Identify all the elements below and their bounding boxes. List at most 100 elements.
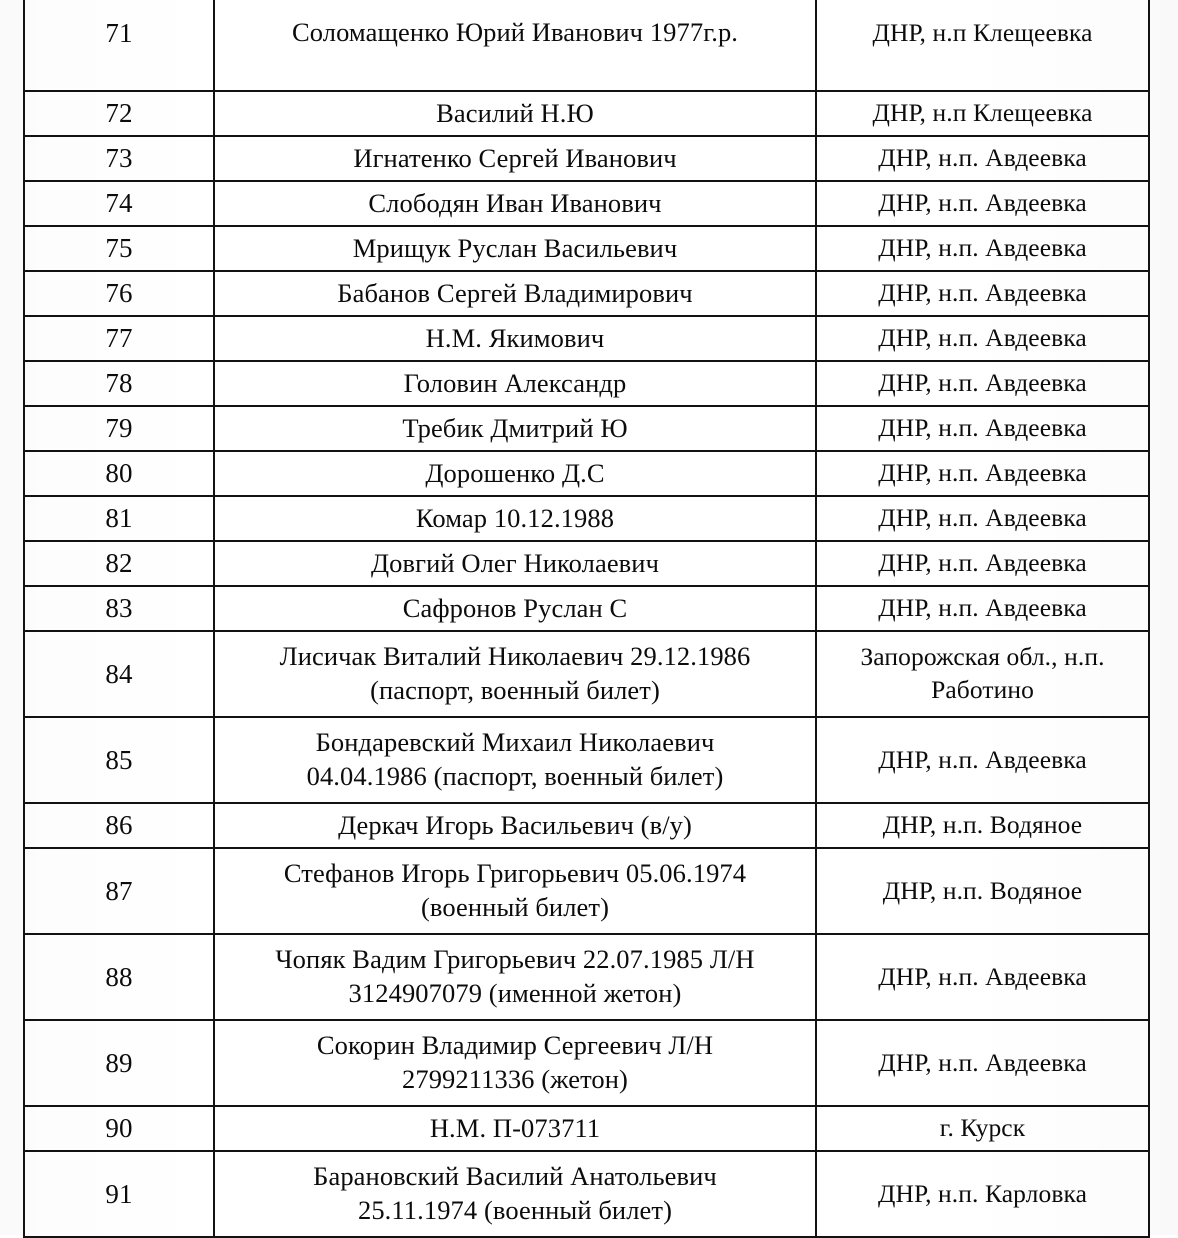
table-row: 73 Игнатенко Сергей Иванович ДНР, н.п. Авд… [23, 135, 1150, 182]
row-number-cell: 79 [23, 405, 215, 452]
row-place-cell: Запорожская обл., н.п. Работино [815, 630, 1150, 718]
row-name-line: 25.11.1974 (военный билет) [357, 1195, 672, 1225]
row-name-cell: Довгий Олег Николаевич [213, 540, 817, 587]
row-place-line: ДНР, н.п. Авдеевка [878, 323, 1087, 353]
row-name-cell: Чопяк Вадим Григорьевич 22.07.1985 Л/Н 31… [213, 933, 817, 1021]
row-place-cell: ДНР, н.п. Авдеевка [815, 405, 1150, 452]
row-number-cell: 74 [23, 180, 215, 227]
row-place-line: ДНР, н.п. Карловка [877, 1178, 1087, 1208]
row-name-cell: Н.М. П-073711 [213, 1105, 817, 1152]
row-name-cell: Головин Александр [213, 360, 817, 407]
row-name-line: Стефанов Игорь Григорьевич 05.06.1974 [283, 858, 747, 889]
row-name-line: (военный билет) [420, 892, 610, 922]
row-place-line: ДНР, н.п. Авдеевка [878, 548, 1087, 578]
row-name-cell: Сафронов Руслан С [213, 585, 817, 632]
row-name-line: Сокорин Владимир Сергеевич Л/Н [316, 1030, 714, 1061]
row-place-line: ДНР, н.п. Водяное [882, 810, 1083, 840]
row-place-cell: ДНР, н.п. Авдеевка [815, 360, 1150, 407]
row-number-cell: 82 [23, 540, 215, 587]
row-name-line: Соломащенко Юрий Иванович 1977г.р. [291, 17, 739, 48]
row-place-cell: ДНР, н.п Клещеевка [815, 90, 1150, 137]
table-row: 76 Бабанов Сергей Владимирович ДНР, н.п. А… [23, 270, 1150, 317]
row-place-line: ДНР, н.п Клещеевка [872, 98, 1093, 128]
row-place-cell: ДНР, н.п. Авдеевка [815, 933, 1150, 1021]
row-name-line: Барановский Василий Анатольевич [313, 1161, 717, 1192]
row-name-line: Головин Александр [403, 367, 627, 398]
row-place-cell: ДНР, н.п. Авдеевка [815, 495, 1150, 542]
row-number-cell: 75 [23, 225, 215, 272]
row-name-line: 2799211336 (жетон) [402, 1064, 628, 1094]
row-place-cell: ДНР, н.п. Водяное [815, 802, 1150, 849]
row-name-cell: Василий Н.Ю [213, 90, 817, 137]
row-place-cell: ДНР, н.п. Авдеевка [815, 585, 1150, 632]
row-place-line: ДНР, н.п. Водяное [882, 875, 1083, 905]
row-name-cell: Слободян Иван Иванович [213, 180, 817, 227]
row-number-cell: 76 [23, 270, 215, 317]
table-row: 84 Лисичак Виталий Николаевич 29.12.1986(… [23, 630, 1150, 718]
row-place-line: ДНР, н.п. Авдеевка [878, 458, 1087, 488]
row-place-line: г. Курск [939, 1113, 1026, 1143]
row-place-line: ДНР, н.п. Авдеевка [878, 413, 1087, 443]
row-number-cell: 87 [23, 847, 215, 935]
row-place-cell: ДНР, н.п. Водяное [815, 847, 1150, 935]
row-name-cell: Соломащенко Юрий Иванович 1977г.р. [213, 0, 817, 92]
row-name-line: Василий Н.Ю [436, 97, 594, 128]
row-number-cell: 73 [23, 135, 215, 182]
table-row: 77 Н.М. Якимович ДНР, н.п. Авдеевка [23, 315, 1150, 362]
row-number-cell: 86 [23, 802, 215, 849]
row-place-cell: ДНР, н.п. Авдеевка [815, 225, 1150, 272]
table-row: 85 Бондаревский Михаил Николаевич 04.04.19… [23, 716, 1150, 804]
row-place-cell: ДНР, н.п. Авдеевка [815, 135, 1150, 182]
row-number-cell: 89 [23, 1019, 215, 1107]
table-row: 88 Чопяк Вадим Григорьевич 22.07.1985 Л/Н… [23, 933, 1150, 1021]
row-place-line: ДНР, н.п. Авдеевка [878, 961, 1087, 991]
row-name-cell: Комар 10.12.1988 [213, 495, 817, 542]
row-number-cell: 80 [23, 450, 215, 497]
table-row: 82 Довгий Олег Николаевич ДНР, н.п. Авдеев… [23, 540, 1150, 587]
row-number-cell: 90 [23, 1105, 215, 1152]
row-name-line: Чопяк Вадим Григорьевич 22.07.1985 Л/Н [275, 944, 755, 975]
table-row: 91 Барановский Василий Анатольевич 25.11.1… [23, 1150, 1150, 1238]
table-row: 79 Требик Дмитрий Ю ДНР, н.п. Авдеевка [23, 405, 1150, 452]
row-place-cell: ДНР, н.п Клещеевка [815, 0, 1150, 92]
row-number-cell: 72 [23, 90, 215, 137]
table-row: 90 Н.М. П-073711 г. Курск [23, 1105, 1150, 1152]
row-place-line: ДНР, н.п Клещеевка [872, 17, 1093, 47]
row-place-line: ДНР, н.п. Авдеевка [878, 744, 1087, 774]
table-row: 72 Василий Н.Ю ДНР, н.п Клещеевка [23, 90, 1150, 137]
row-name-cell: Сокорин Владимир Сергеевич Л/Н 2799211336… [213, 1019, 817, 1107]
row-name-line: Деркач Игорь Васильевич (в/у) [338, 809, 692, 840]
row-place-line: ДНР, н.п. Авдеевка [878, 278, 1087, 308]
row-name-line: Комар 10.12.1988 [415, 502, 615, 533]
row-name-cell: Бабанов Сергей Владимирович [213, 270, 817, 317]
row-name-line: 04.04.1986 (паспорт, военный билет) [306, 761, 724, 791]
row-name-line: Игнатенко Сергей Иванович [353, 142, 677, 173]
row-place-cell: ДНР, н.п. Авдеевка [815, 540, 1150, 587]
row-number-cell: 88 [23, 933, 215, 1021]
row-place-line: Запорожская обл., н.п. [860, 642, 1105, 672]
row-name-cell: Бондаревский Михаил Николаевич 04.04.1986… [213, 716, 817, 804]
row-place-cell: ДНР, н.п. Авдеевка [815, 315, 1150, 362]
row-name-cell: Деркач Игорь Васильевич (в/у) [213, 802, 817, 849]
row-place-cell: ДНР, н.п. Авдеевка [815, 1019, 1150, 1107]
row-place-cell: ДНР, н.п. Авдеевка [815, 180, 1150, 227]
table-row: 80 Дорошенко Д.С ДНР, н.п. Авдеевка [23, 450, 1150, 497]
table-row: 86 Деркач Игорь Васильевич (в/у) ДНР, н.п.… [23, 802, 1150, 849]
row-name-cell: Мрищук Руслан Васильевич [213, 225, 817, 272]
row-name-line: Бондаревский Михаил Николаевич [315, 727, 715, 758]
row-name-cell: Лисичак Виталий Николаевич 29.12.1986 (па… [213, 630, 817, 718]
row-name-line: (паспорт, военный билет) [370, 675, 660, 705]
row-name-line: Слободян Иван Иванович [368, 187, 662, 218]
row-place-cell: ДНР, н.п. Авдеевка [815, 270, 1150, 317]
row-name-cell: Н.М. Якимович [213, 315, 817, 362]
table-row: 83 Сафронов Руслан С ДНР, н.п. Авдеевка [23, 585, 1150, 632]
table-row: 75 Мрищук Руслан Васильевич ДНР, н.п. Авде… [23, 225, 1150, 272]
row-number-cell: 85 [23, 716, 215, 804]
row-name-cell: Барановский Василий Анатольевич 25.11.197… [213, 1150, 817, 1238]
row-place-line: ДНР, н.п. Авдеевка [878, 1047, 1087, 1077]
table-row: 87 Стефанов Игорь Григорьевич 05.06.1974(… [23, 847, 1150, 935]
records-table: 71 Соломащенко Юрий Иванович 1977г.р. ДНР,… [23, 0, 1150, 1238]
table-row: 81 Комар 10.12.1988 ДНР, н.п. Авдеевка [23, 495, 1150, 542]
row-name-line: 3124907079 (именной жетон) [348, 978, 682, 1008]
